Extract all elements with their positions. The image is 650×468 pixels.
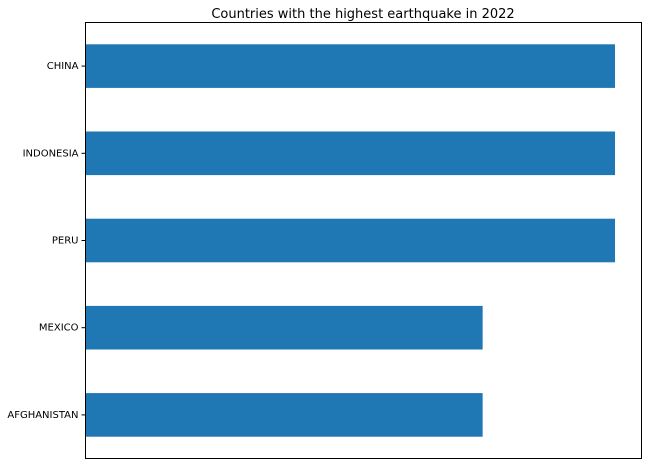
category-label-indonesia: INDONESIA bbox=[23, 148, 79, 159]
plot-area-frame bbox=[85, 22, 642, 459]
category-label-peru: PERU bbox=[52, 236, 79, 247]
bar-afghanistan bbox=[85, 393, 483, 437]
chart-title: Countries with the highest earthquake in… bbox=[211, 7, 514, 22]
bar-peru bbox=[85, 218, 616, 263]
category-label-mexico: MEXICO bbox=[39, 323, 79, 334]
y-axis-ticks bbox=[81, 65, 86, 416]
category-labels: CHINA INDONESIA PERU MEXICO AFGHANISTAN bbox=[7, 61, 78, 421]
bar-mexico bbox=[85, 305, 483, 350]
category-label-afghanistan: AFGHANISTAN bbox=[7, 410, 78, 421]
bar-china bbox=[85, 44, 616, 88]
bars-layer bbox=[85, 44, 616, 437]
bar-indonesia bbox=[85, 131, 616, 176]
category-label-china: CHINA bbox=[47, 61, 79, 72]
